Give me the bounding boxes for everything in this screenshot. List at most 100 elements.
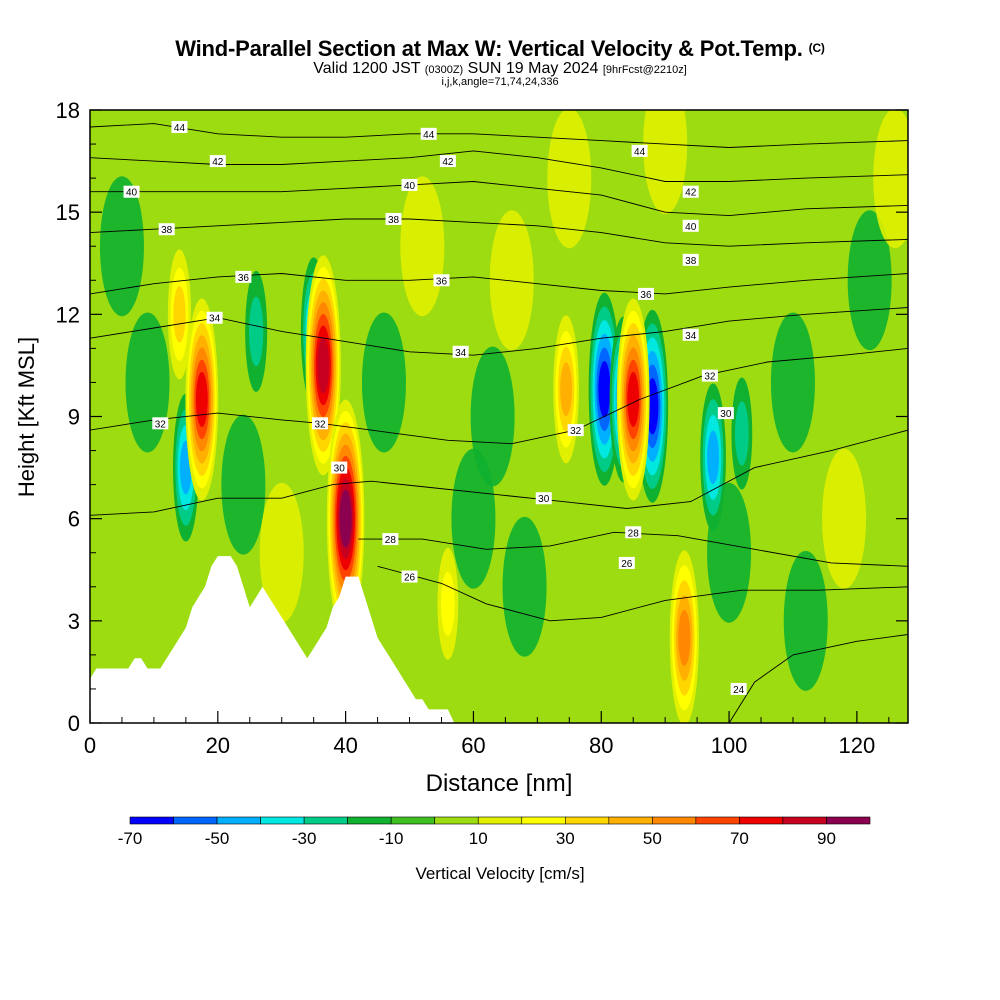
y-tick-label: 12 <box>56 302 80 327</box>
colorbar-swatch <box>347 816 392 825</box>
colorbar-swatch <box>521 816 566 825</box>
svg-text:30: 30 <box>720 409 732 420</box>
contour-label: 32 <box>701 369 718 383</box>
colorbar-swatch <box>216 816 261 825</box>
y-tick-label: 3 <box>68 609 80 634</box>
svg-text:28: 28 <box>628 528 640 539</box>
colorbar-swatch <box>303 816 348 825</box>
contour-label: 42 <box>439 155 456 168</box>
contour-label: 40 <box>682 219 699 233</box>
x-axis: 0 20 40 60 80 100 120 <box>84 711 890 758</box>
updraft-level <box>560 362 573 417</box>
section-indices: i,j,k,angle=71,74,24,336 <box>441 76 559 88</box>
x-tick-label: 80 <box>589 733 613 758</box>
contour-label: 32 <box>312 417 329 430</box>
background-cell <box>400 176 445 317</box>
svg-text:38: 38 <box>161 225 173 236</box>
x-tick-label: 40 <box>333 733 357 758</box>
contour-label: 32 <box>567 424 584 437</box>
contour-label: 40 <box>123 185 140 199</box>
background-cell <box>221 414 266 555</box>
background-cell <box>547 110 592 249</box>
x-tick-label: 20 <box>206 733 230 758</box>
background-cell <box>873 110 908 249</box>
colorbar-swatch <box>826 816 871 825</box>
theta-contour-38 <box>90 218 908 247</box>
background-cell <box>489 210 534 351</box>
contour-label: 38 <box>385 212 402 226</box>
background-cell <box>783 550 828 691</box>
valid-date: SUN 19 May 2024 <box>467 60 599 77</box>
background-cell <box>643 110 688 215</box>
colorbar-tick-label: 50 <box>643 829 662 848</box>
colorbar-swatch <box>564 816 610 825</box>
updraft-level <box>317 337 330 394</box>
colorbar-tick-label: -30 <box>292 829 317 848</box>
chart-title: Wind-Parallel Section at Max W: Vertical… <box>0 36 1000 62</box>
svg-text:32: 32 <box>704 372 716 383</box>
background-cell <box>502 516 547 657</box>
contour-label: 38 <box>158 223 175 236</box>
downdraft-level <box>248 296 264 367</box>
svg-text:40: 40 <box>685 222 697 233</box>
svg-text:36: 36 <box>238 273 250 284</box>
theta-contour-44 <box>90 123 908 148</box>
theta-contour-36 <box>90 273 908 295</box>
y-tick-label: 18 <box>56 98 80 123</box>
svg-text:34: 34 <box>685 331 697 342</box>
svg-text:44: 44 <box>174 123 186 134</box>
colorbar-tick-label: -70 <box>118 829 143 848</box>
copyright-mark: (C) <box>808 41 825 55</box>
colorbar-label: Vertical Velocity [cm/s] <box>415 864 585 883</box>
colorbar-swatch <box>173 816 218 825</box>
theta-contour-32 <box>90 347 908 445</box>
theta-contour-26 <box>377 565 908 622</box>
downdraft-level <box>598 361 611 418</box>
colorbar-tick-label: 30 <box>556 829 575 848</box>
svg-text:42: 42 <box>212 157 224 168</box>
contour-label: 34 <box>452 345 469 359</box>
colorbar-tick-label: -50 <box>205 829 230 848</box>
y-tick-label: 0 <box>68 711 80 736</box>
background-cell <box>822 448 867 589</box>
svg-text:44: 44 <box>634 147 646 158</box>
background-cell <box>451 448 496 589</box>
svg-text:36: 36 <box>436 276 448 287</box>
theta-contour-28 <box>358 531 908 567</box>
svg-text:30: 30 <box>538 494 550 505</box>
colorbar-tick-label: -10 <box>379 829 404 848</box>
contour-labels: 44 42 40 38 36 34 32 32 30 28 26 44 42 40 38 36 34 32 30 28… <box>123 121 747 696</box>
colorbar-swatch <box>477 816 523 825</box>
colorbar: -70 -50 -30 -10 10 30 50 70 90 <box>118 816 871 848</box>
svg-text:42: 42 <box>685 188 697 199</box>
contour-label: 42 <box>209 155 226 168</box>
contour-label: 40 <box>401 178 418 192</box>
contour-label: 44 <box>171 121 188 134</box>
contour-label: 26 <box>401 570 418 584</box>
background-cell <box>125 312 170 453</box>
background-cell <box>259 482 304 623</box>
contour-label: 24 <box>730 682 747 696</box>
terrain-mask <box>90 556 908 723</box>
contour-label: 28 <box>382 533 399 546</box>
contour-label: 28 <box>625 526 642 539</box>
contour-label: 30 <box>535 492 552 505</box>
colorbar-swatch <box>129 816 174 825</box>
chart-title-text: Wind-Parallel Section at Max W: Vertical… <box>175 36 803 61</box>
svg-text:26: 26 <box>621 559 633 570</box>
updraft-level <box>441 571 455 637</box>
svg-text:26: 26 <box>404 573 416 584</box>
contour-label: 30 <box>717 407 734 420</box>
colorbar-swatch <box>260 816 305 825</box>
colorbar-tick-label: 70 <box>730 829 749 848</box>
svg-text:36: 36 <box>640 290 652 301</box>
colorbar-swatch <box>652 816 697 825</box>
contour-label: 30 <box>331 461 348 475</box>
contour-label: 36 <box>235 270 252 284</box>
y-tick-label: 9 <box>68 405 80 430</box>
downdraft-level <box>707 430 720 485</box>
contour-label: 44 <box>420 127 437 141</box>
contour-label: 36 <box>637 287 654 301</box>
x-axis-label: Distance [nm] <box>426 770 573 797</box>
